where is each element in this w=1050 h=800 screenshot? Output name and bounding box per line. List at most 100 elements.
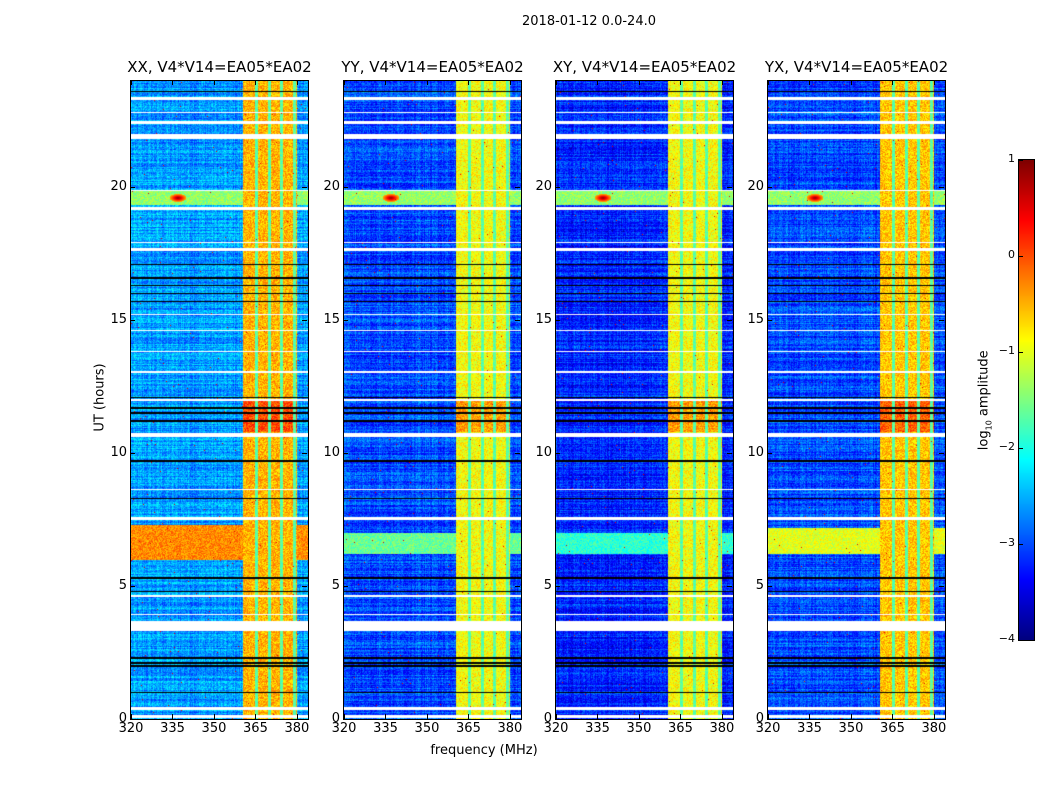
x-tick-mark — [850, 714, 852, 719]
x-tick-mark — [426, 714, 428, 719]
colorbar-gradient — [1019, 160, 1034, 640]
y-tick-label: 0 — [331, 711, 340, 726]
y-tick-mark — [555, 187, 560, 189]
colorbar: 1 0 −1 −2 −3 −4 — [999, 152, 1035, 645]
y-tick-mark — [130, 453, 135, 455]
y-tick-mark — [727, 719, 732, 720]
x-tick-mark — [768, 714, 769, 719]
x-tick-mark — [850, 80, 852, 85]
x-tick-label: 335 — [797, 721, 822, 736]
x-tick-mark — [933, 714, 935, 719]
x-tick-mark — [385, 80, 387, 85]
x-tick-mark — [892, 714, 894, 719]
y-axis-label: UT (hours) — [92, 363, 108, 432]
y-tick-mark — [515, 320, 520, 322]
x-tick-label: 380 — [284, 721, 310, 736]
colorbar-tick-label: −4 — [998, 632, 1015, 645]
x-tick-label: 320 — [331, 721, 357, 736]
x-tick-mark — [213, 714, 215, 719]
x-tick-mark — [768, 80, 769, 85]
x-tick-mark — [468, 80, 470, 85]
y-tick-mark — [130, 719, 135, 720]
colorbar-tick-mark — [1019, 160, 1023, 161]
heatmap-panel-2: XY, V4*V14=EA05*EA02 320 335 350 365 380 0 5 10 1… — [535, 58, 736, 736]
y-tick-mark — [515, 453, 520, 455]
x-tick-mark — [809, 714, 811, 719]
y-tick-label: 20 — [323, 179, 340, 195]
x-tick-label: 320 — [543, 721, 569, 736]
colorbar-tick-mark — [1019, 448, 1023, 449]
x-tick-mark — [296, 80, 298, 85]
y-tick-label: 10 — [535, 445, 552, 461]
heatmap-image — [344, 81, 521, 719]
y-tick-mark — [939, 453, 944, 455]
y-tick-mark — [767, 453, 772, 455]
x-tick-label: 320 — [755, 721, 781, 736]
colorbar-tick-label: −3 — [998, 536, 1015, 549]
y-tick-mark — [767, 586, 772, 588]
x-tick-mark — [933, 80, 935, 85]
colorbar-tick-label: −2 — [998, 440, 1015, 453]
y-tick-mark — [727, 453, 732, 455]
y-tick-mark — [555, 719, 560, 720]
y-tick-label: 20 — [110, 179, 127, 195]
heatmap-panel-0: XX, V4*V14=EA05*EA02 320 335 350 365 380 0 5 10 1… — [110, 58, 311, 736]
x-tick-mark — [597, 80, 599, 85]
y-tick-mark — [939, 586, 944, 588]
heatmap-panel-1: YY, V4*V14=EA05*EA02 320 335 350 365 380 0 5 10 1… — [323, 58, 523, 736]
x-tick-mark — [296, 714, 298, 719]
y-tick-mark — [130, 187, 135, 189]
y-tick-mark — [515, 586, 520, 588]
y-tick-label: 5 — [755, 578, 764, 594]
y-tick-mark — [727, 187, 732, 189]
y-tick-mark — [767, 719, 772, 720]
y-tick-label: 0 — [118, 711, 127, 726]
y-tick-mark — [939, 187, 944, 189]
x-tick-label: 335 — [585, 721, 610, 736]
y-tick-mark — [302, 187, 307, 189]
y-tick-label: 5 — [331, 578, 340, 594]
x-tick-label: 350 — [626, 721, 652, 736]
y-tick-label: 10 — [323, 445, 340, 461]
y-tick-mark — [343, 320, 348, 322]
colorbar-tick-mark — [1019, 256, 1023, 257]
x-tick-label: 335 — [373, 721, 398, 736]
heatmap-image — [768, 81, 945, 719]
y-tick-label: 5 — [543, 578, 552, 594]
figure-title: 2018-01-12 0.0-24.0 — [522, 14, 656, 29]
x-tick-label: 350 — [838, 721, 864, 736]
y-tick-mark — [727, 320, 732, 322]
y-tick-label: 0 — [755, 711, 764, 726]
y-tick-mark — [130, 320, 135, 322]
x-tick-mark — [638, 80, 640, 85]
panel-title: XX, V4*V14=EA05*EA02 — [127, 58, 312, 76]
x-tick-label: 380 — [497, 721, 523, 736]
x-tick-mark — [556, 714, 557, 719]
x-tick-mark — [892, 80, 894, 85]
y-tick-label: 15 — [323, 312, 340, 328]
colorbar-label: log10 amplitude — [976, 350, 994, 451]
y-tick-label: 10 — [747, 445, 764, 461]
y-tick-mark — [343, 719, 348, 720]
y-tick-label: 20 — [535, 179, 552, 195]
x-axis-label: frequency (MHz) — [430, 743, 538, 758]
x-tick-label: 380 — [921, 721, 947, 736]
y-tick-mark — [555, 586, 560, 588]
x-tick-mark — [809, 80, 811, 85]
colorbar-tick-label: 0 — [1008, 248, 1015, 261]
y-tick-mark — [302, 719, 307, 720]
y-tick-label: 0 — [543, 711, 552, 726]
x-tick-label: 350 — [201, 721, 227, 736]
x-tick-label: 365 — [880, 721, 905, 736]
colorbar-tick-mark — [1019, 352, 1023, 353]
y-tick-mark — [727, 586, 732, 588]
y-tick-mark — [555, 453, 560, 455]
x-tick-label: 320 — [118, 721, 144, 736]
colorbar-tick-mark — [1019, 544, 1023, 545]
x-tick-mark — [509, 80, 511, 85]
x-tick-mark — [721, 714, 723, 719]
y-tick-mark — [515, 719, 520, 720]
colorbar-tick-mark — [1019, 640, 1023, 641]
x-tick-mark — [680, 714, 682, 719]
x-tick-mark — [468, 714, 470, 719]
